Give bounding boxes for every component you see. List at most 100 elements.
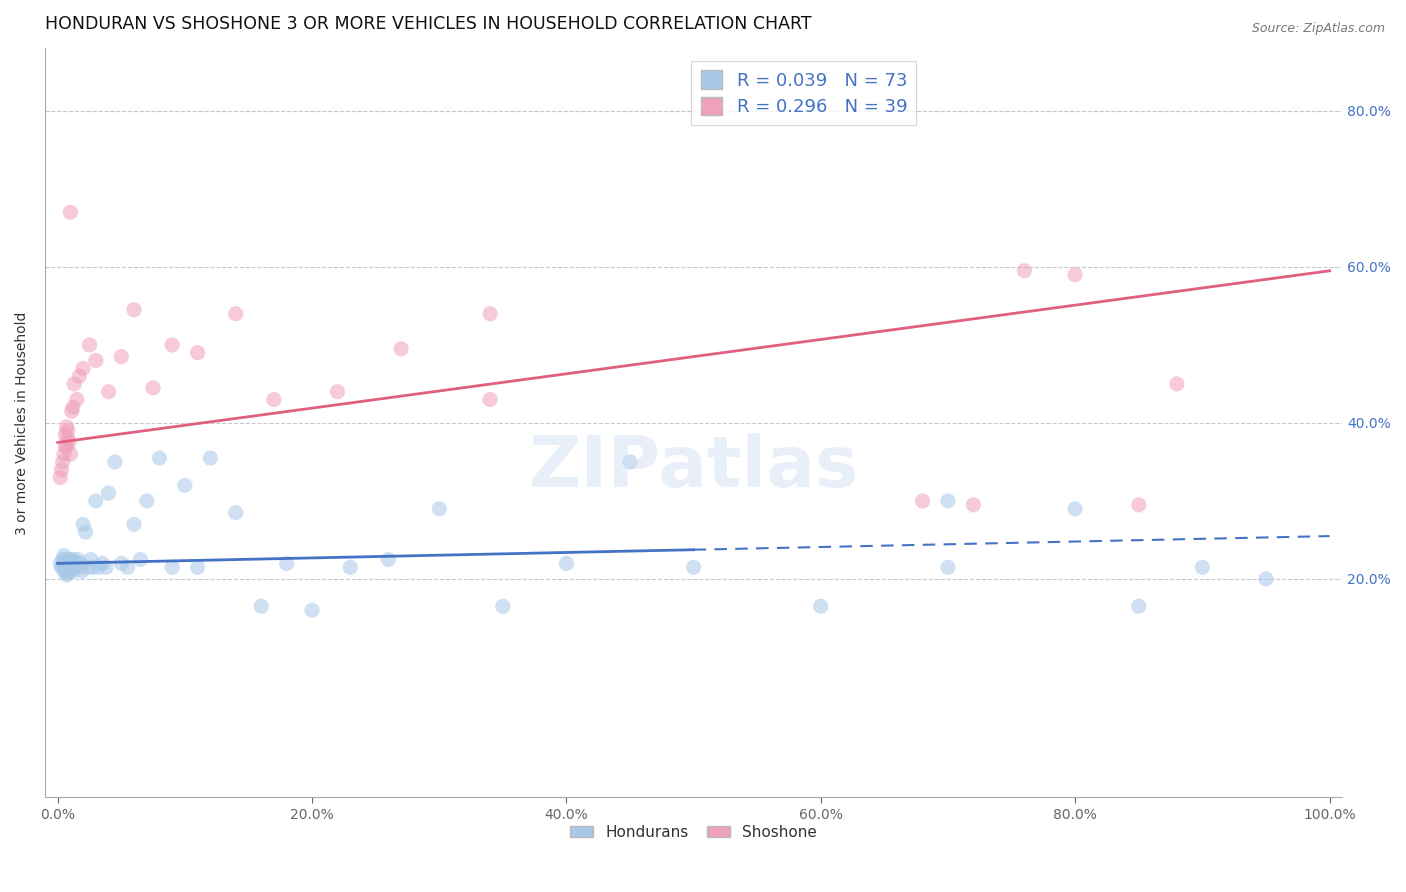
Point <box>53 427 76 442</box>
Point <box>58 560 80 574</box>
Point <box>63 555 86 569</box>
Point <box>129 552 152 566</box>
Point <box>55 439 77 453</box>
Point <box>53 447 76 461</box>
Point <box>60 557 83 571</box>
Point <box>263 392 285 407</box>
Point <box>58 557 80 571</box>
Point <box>225 307 247 321</box>
Point <box>122 302 145 317</box>
Point <box>97 384 120 399</box>
Point <box>53 439 76 453</box>
Point <box>936 560 959 574</box>
Point <box>55 558 77 572</box>
Point <box>1254 572 1277 586</box>
Point <box>69 557 91 571</box>
Point <box>58 435 80 450</box>
Point <box>962 498 984 512</box>
Point <box>1064 501 1087 516</box>
Point <box>84 353 107 368</box>
Point <box>53 560 76 574</box>
Point <box>377 552 399 566</box>
Point <box>492 599 515 614</box>
Point <box>63 558 86 572</box>
Point <box>49 470 72 484</box>
Point <box>479 392 502 407</box>
Point <box>1191 560 1213 574</box>
Point <box>148 451 170 466</box>
Point <box>51 463 73 477</box>
Point <box>62 401 84 415</box>
Point <box>52 558 75 572</box>
Point <box>56 560 79 574</box>
Point <box>1128 599 1150 614</box>
Point <box>56 432 79 446</box>
Point <box>67 560 90 574</box>
Point <box>555 557 578 571</box>
Point <box>94 560 117 574</box>
Point <box>187 560 209 574</box>
Point <box>1064 268 1087 282</box>
Point <box>117 560 139 574</box>
Point <box>142 381 165 395</box>
Point <box>936 494 959 508</box>
Point <box>1166 376 1188 391</box>
Point <box>53 564 76 578</box>
Point <box>1014 264 1036 278</box>
Point <box>55 568 77 582</box>
Point <box>79 338 101 352</box>
Point <box>59 563 82 577</box>
Point <box>75 525 97 540</box>
Point <box>49 557 72 571</box>
Point <box>63 376 86 391</box>
Point <box>97 486 120 500</box>
Point <box>160 560 183 574</box>
Point <box>59 558 82 572</box>
Point <box>427 501 450 516</box>
Point <box>51 560 73 574</box>
Point <box>225 506 247 520</box>
Point <box>110 350 132 364</box>
Point <box>72 361 94 376</box>
Y-axis label: 3 or more Vehicles in Household: 3 or more Vehicles in Household <box>15 311 30 534</box>
Point <box>59 447 82 461</box>
Point <box>84 494 107 508</box>
Point <box>276 557 298 571</box>
Point <box>67 552 90 566</box>
Point <box>911 494 934 508</box>
Point <box>66 392 89 407</box>
Point <box>682 560 704 574</box>
Point <box>80 552 103 566</box>
Point <box>250 599 273 614</box>
Point <box>619 455 641 469</box>
Point <box>82 560 104 574</box>
Text: ZIPatlas: ZIPatlas <box>529 434 859 502</box>
Point <box>59 564 82 578</box>
Point <box>56 555 79 569</box>
Point <box>62 552 84 566</box>
Point <box>53 549 76 563</box>
Point <box>135 494 157 508</box>
Point <box>60 404 83 418</box>
Point <box>479 307 502 321</box>
Point <box>389 342 412 356</box>
Point <box>187 345 209 359</box>
Point <box>53 557 76 571</box>
Point <box>810 599 832 614</box>
Point <box>110 557 132 571</box>
Point <box>200 451 222 466</box>
Point <box>87 560 110 574</box>
Point <box>52 455 75 469</box>
Point <box>326 384 349 399</box>
Point <box>55 564 77 578</box>
Point <box>77 560 100 574</box>
Point <box>70 564 93 578</box>
Point <box>53 552 76 566</box>
Point <box>55 420 77 434</box>
Point <box>339 560 361 574</box>
Point <box>122 517 145 532</box>
Point <box>56 566 79 580</box>
Point <box>53 555 76 569</box>
Point <box>301 603 323 617</box>
Text: Source: ZipAtlas.com: Source: ZipAtlas.com <box>1251 22 1385 36</box>
